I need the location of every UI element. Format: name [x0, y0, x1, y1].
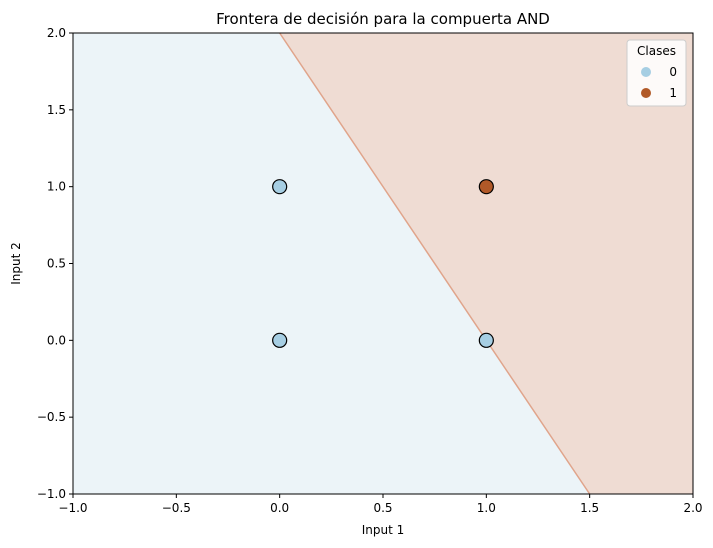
x-tick-label: 0.0 — [270, 501, 289, 515]
x-tick-label: 2.0 — [683, 501, 702, 515]
data-point-class-0 — [272, 179, 288, 195]
y-tick-label: 0.0 — [47, 333, 66, 347]
x-axis-label: Input 1 — [362, 523, 405, 537]
legend-label: 0 — [669, 65, 677, 79]
y-tick-label: 0.5 — [47, 257, 66, 271]
data-point-class-0 — [478, 332, 494, 348]
chart-title: Frontera de decisión para la compuerta A… — [216, 10, 550, 28]
x-tick-label: −0.5 — [162, 501, 191, 515]
x-tick-label: −1.0 — [58, 501, 87, 515]
legend-marker — [641, 88, 651, 98]
y-tick-label: −0.5 — [37, 410, 66, 424]
legend-box — [626, 39, 687, 107]
x-tick-label: 1.0 — [477, 501, 496, 515]
legend-title: Clases — [637, 44, 676, 58]
region-class-1 — [279, 33, 693, 494]
x-tick-label: 0.5 — [373, 501, 392, 515]
y-tick-label: 1.5 — [47, 103, 66, 117]
y-axis-label: Input 2 — [9, 242, 23, 285]
decision-regions — [73, 32, 693, 495]
y-tick-label: −1.0 — [37, 487, 66, 501]
decision-boundary-line — [279, 32, 591, 495]
legend-marker — [641, 67, 651, 77]
x-axis-ticks: −1.0 −0.5 0.0 0.5 1.0 1.5 2.0 — [58, 494, 703, 515]
data-point-class-0 — [272, 332, 288, 348]
y-axis-ticks: −1.0 −0.5 0.0 0.5 1.0 1.5 2.0 — [37, 26, 73, 501]
y-tick-label: 2.0 — [47, 26, 66, 40]
data-point-class-1 — [478, 179, 494, 195]
legend: Clases 0 1 — [626, 39, 687, 107]
legend-label: 1 — [669, 86, 677, 100]
x-tick-label: 1.5 — [580, 501, 599, 515]
y-tick-label: 1.0 — [47, 180, 66, 194]
data-points — [272, 179, 494, 348]
